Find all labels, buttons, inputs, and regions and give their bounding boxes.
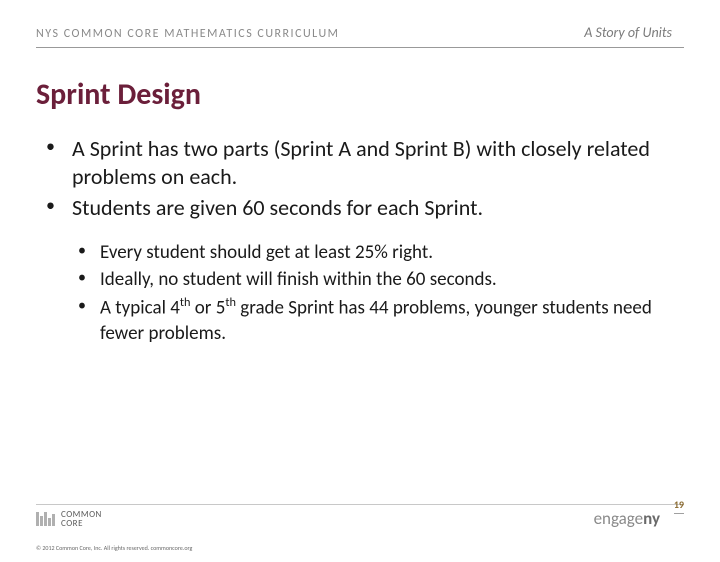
engage-prefix: engage — [594, 508, 644, 529]
common-core-logo: COMMON CORE — [36, 510, 102, 528]
main-bullet-list: A Sprint has two parts (Sprint A and Spr… — [36, 135, 684, 222]
copyright-text: © 2012 Common Core, Inc. All rights rese… — [36, 544, 192, 552]
main-bullet: Students are given 60 seconds for each S… — [36, 194, 684, 222]
header-subtitle: A Story of Units — [580, 22, 684, 43]
footer-divider — [36, 504, 684, 505]
engage-suffix: ny — [643, 508, 660, 529]
footer: COMMON CORE © 2012 Common Core, Inc. All… — [0, 498, 720, 562]
sub-bullet: A typical 4th or 5th grade Sprint has 44… — [72, 295, 684, 347]
slide-content: A Sprint has two parts (Sprint A and Spr… — [36, 135, 684, 346]
engageny-logo: engageny — [594, 508, 660, 529]
slide-title: Sprint Design — [36, 76, 684, 113]
logo-text-bottom: CORE — [61, 519, 102, 528]
header-curriculum: NYS COMMON CORE MATHEMATICS CURRICULUM — [36, 27, 339, 41]
sub-bullet: Ideally, no student will finish within t… — [72, 267, 684, 293]
page-number: 19 — [674, 498, 684, 514]
logo-bars-icon — [36, 512, 55, 526]
sub-bullet: Every student should get at least 25% ri… — [72, 240, 684, 266]
header-bar: NYS COMMON CORE MATHEMATICS CURRICULUM A… — [36, 22, 684, 48]
sub-bullet-list: Every student should get at least 25% ri… — [72, 240, 684, 347]
main-bullet: A Sprint has two parts (Sprint A and Spr… — [36, 135, 684, 190]
logo-text: COMMON CORE — [61, 510, 102, 528]
